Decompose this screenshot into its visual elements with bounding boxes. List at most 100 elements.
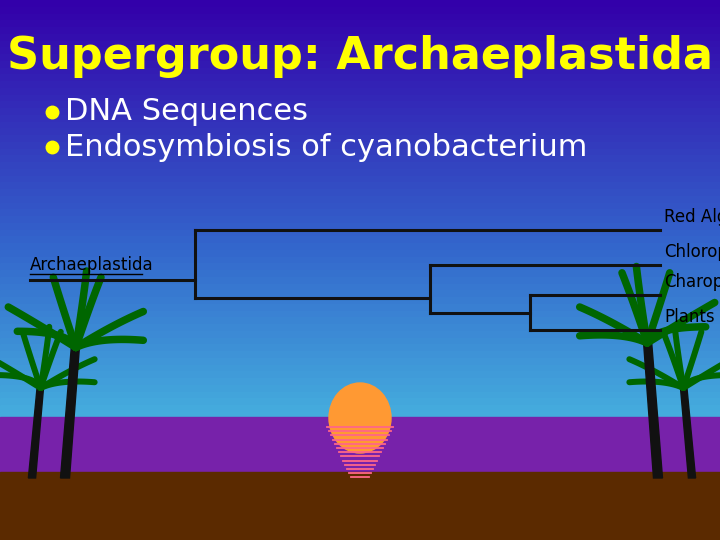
Bar xyxy=(0,324,720,330)
Bar xyxy=(0,444,720,446)
Bar xyxy=(0,446,720,448)
Bar xyxy=(0,471,720,473)
Bar xyxy=(0,435,720,436)
Bar xyxy=(0,230,720,237)
Bar xyxy=(0,473,720,475)
Bar xyxy=(0,451,720,453)
Bar xyxy=(0,462,720,464)
Bar xyxy=(0,417,720,477)
Bar xyxy=(0,378,720,384)
Polygon shape xyxy=(60,348,79,478)
Bar xyxy=(0,168,720,176)
Bar xyxy=(0,422,720,424)
Bar xyxy=(0,431,720,433)
Bar xyxy=(0,243,720,249)
Bar xyxy=(0,453,720,459)
Bar xyxy=(0,432,720,438)
Bar xyxy=(0,442,720,444)
Bar xyxy=(0,480,720,486)
Bar xyxy=(0,426,720,427)
Bar xyxy=(0,148,720,156)
Bar xyxy=(0,464,720,466)
Bar xyxy=(0,458,720,460)
Bar xyxy=(0,60,720,68)
Bar xyxy=(0,534,720,540)
Text: DNA Sequences: DNA Sequences xyxy=(65,98,308,126)
Bar xyxy=(0,54,720,60)
Bar xyxy=(0,40,720,47)
Bar xyxy=(0,141,720,149)
Text: Chlorophytes: Chlorophytes xyxy=(664,243,720,261)
Bar xyxy=(0,411,720,418)
Bar xyxy=(0,263,720,270)
Bar xyxy=(0,372,720,378)
Bar xyxy=(0,500,720,507)
Bar xyxy=(0,455,720,457)
Bar xyxy=(0,436,720,438)
Bar xyxy=(0,195,720,202)
Bar xyxy=(0,115,720,122)
Bar xyxy=(0,216,720,222)
Bar xyxy=(0,459,720,465)
Bar xyxy=(0,47,720,54)
Bar xyxy=(0,276,720,284)
Bar xyxy=(0,468,720,469)
Bar xyxy=(0,330,720,338)
Bar xyxy=(0,357,720,364)
Bar xyxy=(0,122,720,128)
Bar xyxy=(0,27,720,33)
Bar xyxy=(0,472,720,540)
Bar xyxy=(0,74,720,81)
Bar xyxy=(0,460,720,462)
Bar xyxy=(0,526,720,534)
Bar xyxy=(0,135,720,141)
Text: Red Algae: Red Algae xyxy=(664,208,720,226)
Bar xyxy=(0,297,720,303)
Bar xyxy=(0,310,720,317)
Bar xyxy=(0,189,720,195)
Text: Supergroup: Archaeplastida: Supergroup: Archaeplastida xyxy=(7,36,713,78)
Bar xyxy=(0,465,720,472)
Ellipse shape xyxy=(329,383,391,453)
Polygon shape xyxy=(644,343,662,478)
Bar xyxy=(0,14,720,20)
Text: Charophyceans: Charophyceans xyxy=(664,273,720,291)
Bar xyxy=(0,426,720,432)
Bar xyxy=(0,222,720,230)
Bar xyxy=(0,424,720,426)
Bar xyxy=(0,427,720,429)
Bar xyxy=(0,81,720,87)
Bar xyxy=(0,351,720,357)
Bar xyxy=(0,364,720,372)
Bar xyxy=(0,317,720,324)
Bar xyxy=(0,156,720,162)
Bar xyxy=(0,453,720,455)
Bar xyxy=(0,345,720,351)
Bar xyxy=(0,202,720,209)
Bar xyxy=(0,87,720,94)
Bar xyxy=(0,33,720,40)
Bar xyxy=(0,102,720,108)
Bar xyxy=(0,420,720,422)
Bar xyxy=(0,68,720,74)
Bar xyxy=(0,128,720,135)
Bar xyxy=(0,519,720,526)
Bar xyxy=(0,429,720,431)
Bar xyxy=(0,237,720,243)
Bar xyxy=(0,399,720,405)
Text: Archaeplastida: Archaeplastida xyxy=(30,256,153,274)
Bar xyxy=(0,446,720,453)
Bar xyxy=(0,507,720,513)
Bar xyxy=(0,6,720,14)
Bar xyxy=(0,392,720,399)
Bar xyxy=(0,270,720,276)
Bar xyxy=(0,284,720,291)
Bar xyxy=(0,469,720,471)
Bar xyxy=(0,438,720,445)
Bar xyxy=(0,183,720,189)
Bar xyxy=(0,492,720,500)
Bar xyxy=(0,291,720,297)
Polygon shape xyxy=(28,388,43,478)
Polygon shape xyxy=(680,388,696,478)
Bar xyxy=(0,418,720,426)
